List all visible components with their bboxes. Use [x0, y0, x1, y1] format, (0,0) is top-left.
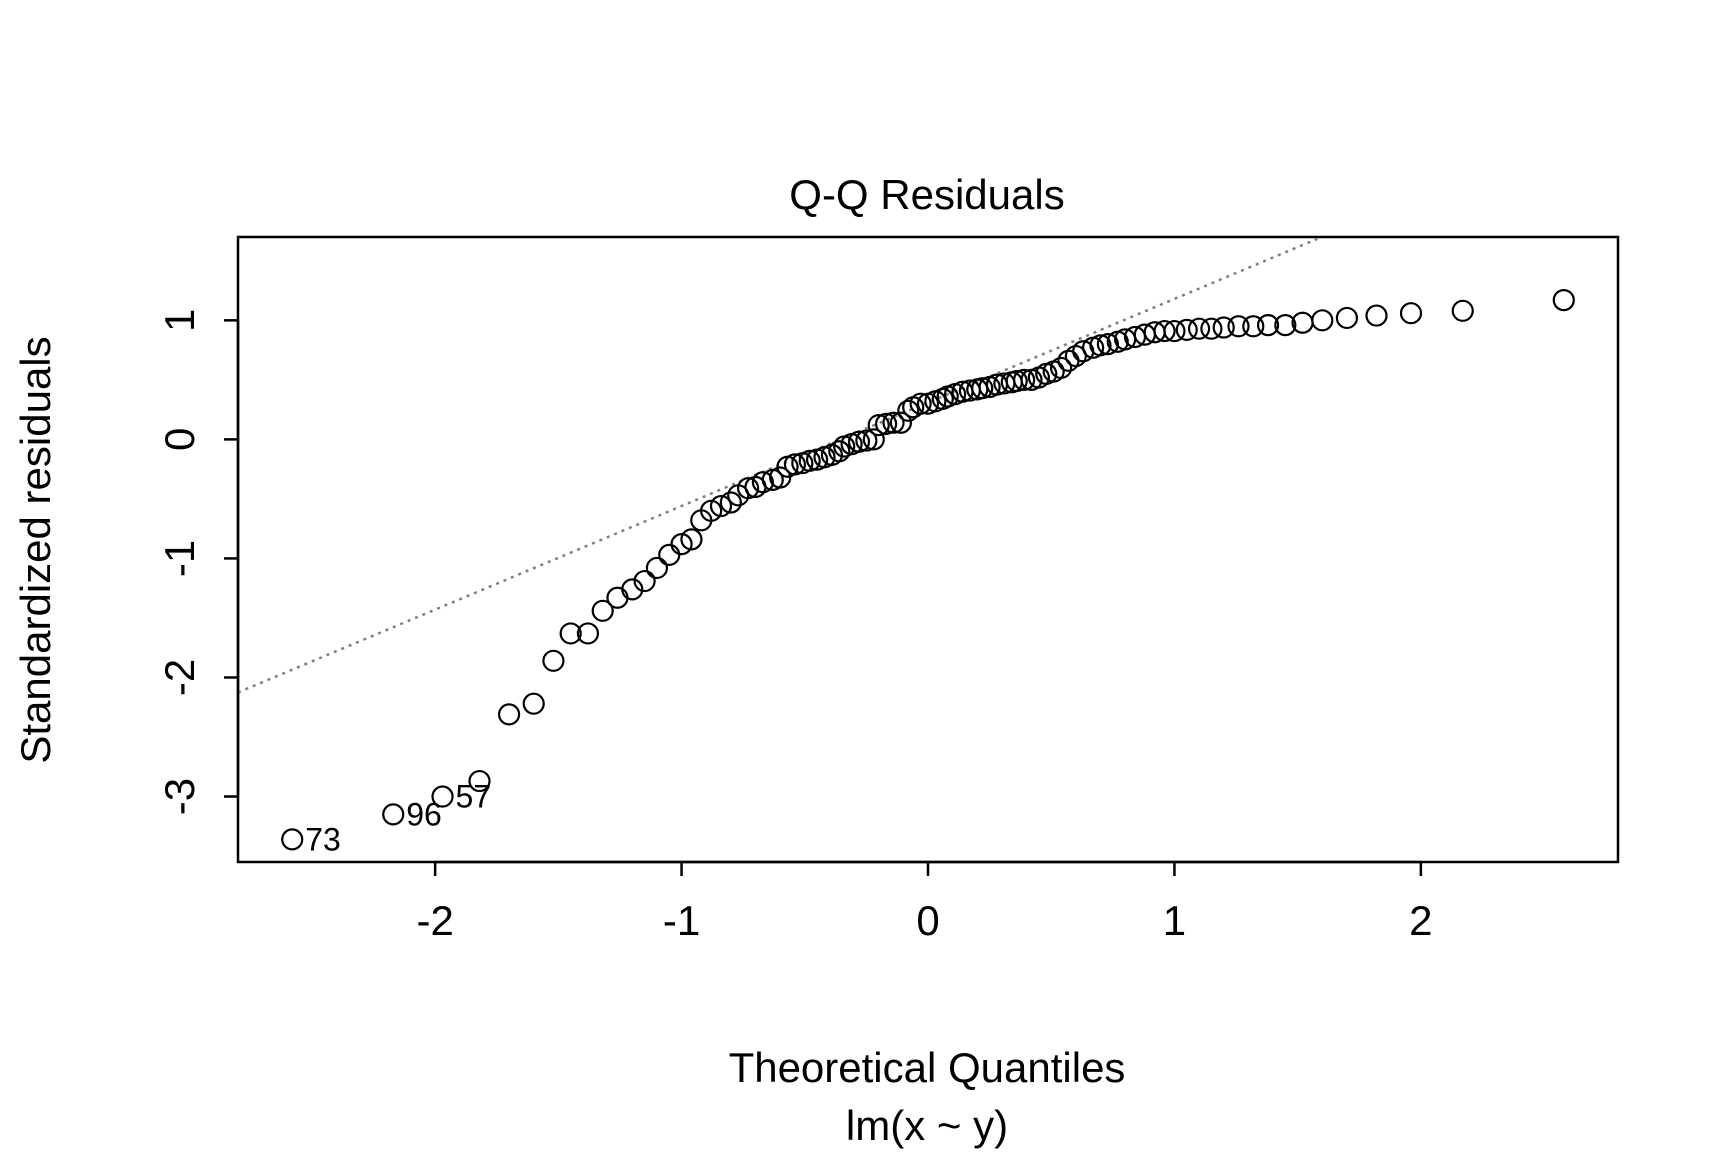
data-point — [621, 578, 644, 601]
y-tick-label: -2 — [156, 659, 203, 696]
data-point — [847, 430, 871, 453]
y-tick-label: 1 — [156, 309, 203, 332]
data-point — [1552, 288, 1575, 312]
data-point — [468, 769, 491, 793]
data-point — [1200, 317, 1223, 340]
data-point — [783, 453, 807, 476]
data-point — [889, 411, 912, 434]
data-point — [1274, 313, 1297, 337]
chart-title: Q-Q Residuals — [789, 171, 1064, 218]
y-axis: -3 -2 -1 0 1 — [156, 309, 240, 815]
data-point — [751, 471, 774, 494]
data-point — [1153, 319, 1176, 343]
data-point — [522, 692, 545, 715]
data-point — [1013, 368, 1036, 391]
data-point — [576, 622, 600, 645]
data-point — [1256, 313, 1280, 337]
reference-line — [237, 235, 1323, 694]
plot-frame — [236, 235, 1620, 864]
data-point — [497, 703, 521, 726]
data-point — [909, 392, 932, 415]
y-tick-label: 0 — [156, 428, 203, 451]
data-point — [709, 494, 733, 518]
x-tick-label: 1 — [1163, 897, 1186, 944]
data-point — [700, 499, 723, 522]
data-point — [1227, 315, 1250, 338]
data-point — [670, 533, 693, 556]
x-tick-label: -2 — [416, 897, 453, 944]
data-point — [897, 399, 920, 422]
data-point — [867, 413, 890, 437]
data-point — [559, 622, 582, 645]
chart-subtitle: lm(x ~ y) — [846, 1102, 1008, 1149]
x-axis: -2 -1 0 1 2 — [416, 860, 1433, 944]
data-point — [606, 586, 629, 609]
point-label: 73 — [305, 821, 341, 857]
data-point — [1451, 299, 1474, 322]
data-point — [1212, 316, 1235, 339]
data-point — [971, 377, 994, 400]
data-point — [1175, 318, 1198, 341]
x-tick-label: 2 — [1409, 897, 1432, 944]
data-point — [862, 428, 885, 451]
x-tick-label: 0 — [916, 897, 939, 944]
data-point — [645, 556, 669, 580]
data-point — [680, 528, 703, 551]
y-tick-label: -1 — [156, 540, 203, 577]
data-point — [1399, 302, 1423, 325]
point-label: 57 — [456, 779, 492, 815]
data-point — [658, 543, 681, 566]
data-point — [1365, 304, 1388, 327]
data-point — [1096, 333, 1119, 356]
data-point — [855, 429, 878, 452]
x-axis-label: Theoretical Quantiles — [729, 1044, 1126, 1091]
y-tick-label: -3 — [156, 778, 203, 815]
data-point — [882, 411, 905, 434]
data-point — [633, 569, 656, 593]
data-point — [737, 477, 760, 500]
points-layer — [281, 288, 1575, 851]
x-tick-label: -1 — [663, 897, 700, 944]
data-point — [1187, 317, 1211, 340]
data-point — [875, 412, 898, 436]
y-axis-label: Standardized residuals — [12, 336, 59, 763]
data-point — [1049, 356, 1073, 380]
data-point — [1163, 319, 1186, 343]
data-point — [1242, 315, 1265, 338]
data-point — [1005, 369, 1028, 393]
data-point — [798, 449, 821, 472]
data-point — [281, 828, 304, 851]
data-point — [719, 491, 742, 514]
data-point — [1311, 309, 1334, 332]
point-label: 96 — [406, 796, 442, 832]
data-point — [1335, 306, 1359, 330]
data-point — [431, 785, 454, 808]
data-point — [828, 440, 851, 463]
data-point — [1089, 334, 1112, 357]
data-point — [382, 803, 405, 826]
data-point — [542, 649, 565, 672]
point-labels: 73 96 57 — [305, 779, 491, 858]
data-point — [591, 599, 614, 622]
